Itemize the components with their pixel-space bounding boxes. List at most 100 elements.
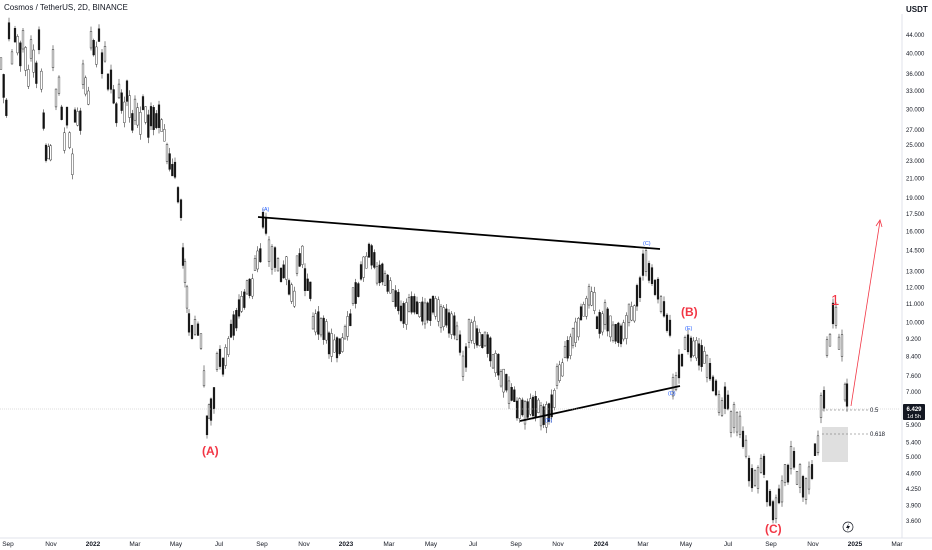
candle-body <box>741 430 745 447</box>
price-tick-label: 7.000 <box>906 390 922 396</box>
candle-body <box>68 132 71 148</box>
candle-body <box>95 46 98 65</box>
candle-body <box>714 380 718 396</box>
candle-body <box>486 334 489 354</box>
candle-body <box>381 263 384 283</box>
candle-body <box>378 264 381 284</box>
candle-body <box>635 285 639 307</box>
candle-body <box>729 411 733 433</box>
time-axis[interactable]: Sep Nov 2022 Mar May Jul Sep Nov 2023 Mar May Jul Se… <box>0 537 932 548</box>
candle-body <box>429 298 432 321</box>
candle-body <box>375 266 379 284</box>
candle-body <box>19 42 22 67</box>
candle-body <box>325 321 328 341</box>
time-tick-label: Mar <box>383 541 395 548</box>
candle-body <box>202 370 206 387</box>
candle-body <box>553 390 556 408</box>
candle-body <box>683 336 687 350</box>
fib-labels: 0.5 0.618 <box>870 408 886 438</box>
candle-body <box>656 278 660 300</box>
candle-body <box>354 282 357 304</box>
candle-body <box>227 338 230 355</box>
candle-body <box>13 28 17 43</box>
candle-body <box>571 328 575 346</box>
candle-body <box>717 394 721 413</box>
candle-body <box>569 336 572 356</box>
candle-body <box>475 328 479 346</box>
candle-body <box>518 398 521 419</box>
candle-body <box>692 340 695 356</box>
candle-body <box>144 106 147 123</box>
candle-body <box>708 363 712 380</box>
candle-body <box>10 51 14 65</box>
candle-body <box>106 73 110 90</box>
candle-body <box>215 352 219 370</box>
wave-label-major-b: (B) <box>681 305 698 319</box>
candle-body <box>57 76 61 94</box>
candle-body <box>431 296 435 313</box>
candle-body <box>370 245 373 266</box>
candle-body <box>780 480 784 503</box>
candle-body <box>327 332 331 355</box>
candle-body <box>306 278 309 291</box>
currency-label: USDT <box>906 5 928 14</box>
candle-body <box>798 464 802 488</box>
candle-body <box>125 80 129 102</box>
candle-body <box>311 316 315 330</box>
candle-body <box>489 337 492 362</box>
candle-body <box>212 387 216 410</box>
wave-label-minor-c: (C) <box>643 241 651 247</box>
candle-body <box>190 324 194 339</box>
candle-body <box>529 398 532 415</box>
candle-body <box>32 49 35 73</box>
candle-body <box>51 49 55 68</box>
countdown-value: 1d 5h <box>907 414 921 420</box>
candle-body <box>37 29 41 51</box>
candle-body <box>60 106 63 120</box>
candle-body <box>601 313 604 333</box>
candle-body <box>40 70 43 90</box>
candle-body <box>193 319 197 335</box>
candle-body <box>426 302 429 321</box>
candle-body <box>689 337 693 358</box>
candle-body <box>828 333 832 347</box>
candle-body <box>633 305 636 322</box>
candle-body <box>160 119 163 132</box>
candle-body <box>843 383 847 401</box>
wave-label-major-c: (C) <box>765 522 782 536</box>
candle-body <box>76 111 79 126</box>
price-tick-label: 27.000 <box>906 128 925 134</box>
wave-label-minor-a: (A) <box>262 207 270 213</box>
candle-body <box>481 334 484 348</box>
candle-body <box>27 69 30 87</box>
fib-label-0.5: 0.5 <box>870 408 879 414</box>
candle-body <box>840 334 844 357</box>
candle-body <box>173 161 177 178</box>
candle-body <box>149 106 153 127</box>
candle-body <box>63 132 66 151</box>
candle-body <box>386 274 389 292</box>
candle-body <box>668 319 672 336</box>
candle-body <box>394 290 397 307</box>
candle-body <box>295 255 299 274</box>
wave-label-major-1: 1 <box>831 292 839 309</box>
candle-body <box>521 399 524 416</box>
candle-body <box>176 187 180 203</box>
candle-body <box>229 323 233 338</box>
price-axis[interactable]: 44.000 40.000 36.000 33.000 30.000 27.000 25.0… <box>901 14 925 538</box>
candle-body <box>16 36 19 54</box>
wave-label-major-a: (A) <box>202 444 219 458</box>
candle-body <box>109 69 113 90</box>
time-tick-label: May <box>425 541 438 548</box>
lightning-icon[interactable] <box>842 521 854 533</box>
candle-body <box>598 312 601 334</box>
candle-body <box>502 368 505 393</box>
time-tick-label: Sep <box>2 541 14 548</box>
candle-body <box>314 313 317 333</box>
candle-body <box>256 250 259 270</box>
candle-body <box>625 315 628 339</box>
price-tick-label: 8.400 <box>906 354 922 360</box>
candle-body <box>453 315 456 336</box>
candle-body <box>100 52 104 74</box>
